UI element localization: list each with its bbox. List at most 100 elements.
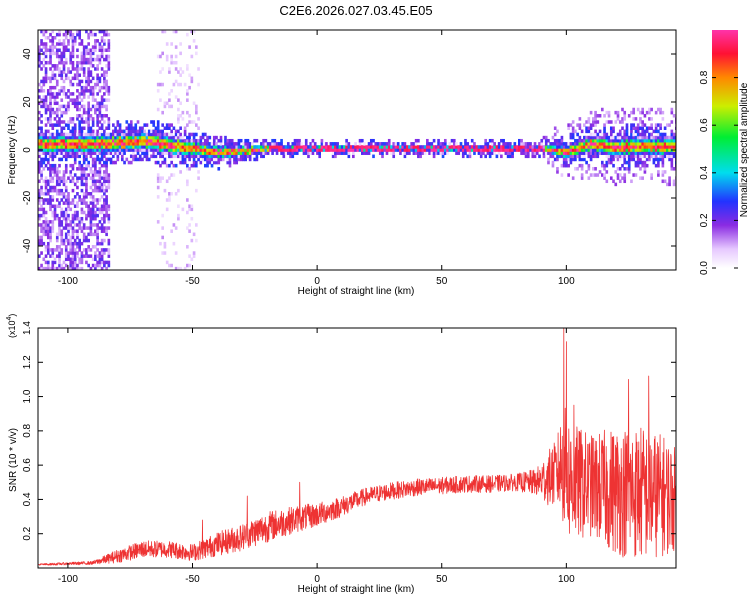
heatmap-cell [161, 251, 164, 255]
heatmap-cell [206, 148, 209, 152]
heatmap-cell [401, 145, 404, 149]
heatmap-cell [49, 79, 52, 84]
heatmap-cell [159, 82, 162, 87]
heatmap-cell [190, 120, 194, 124]
heatmap-cell [51, 170, 55, 174]
heatmap-cell [103, 260, 106, 265]
heatmap-cell [58, 120, 61, 124]
heatmap-cell [215, 148, 218, 152]
heatmap-cell [82, 85, 86, 90]
heatmap-cell [55, 179, 59, 184]
heatmap-cell [38, 145, 41, 149]
heatmap-cell [103, 160, 106, 165]
heatmap-cell [71, 163, 75, 168]
heatmap-cell [560, 145, 564, 149]
heatmap-cell [244, 138, 247, 143]
heatmap-cell [630, 138, 633, 143]
heatmap-cell [76, 95, 79, 99]
heatmap-cell [237, 148, 241, 152]
heatmap-cell [551, 135, 555, 140]
heatmap-cell [62, 151, 66, 155]
heatmap-cell [100, 226, 104, 230]
heatmap-cell [53, 117, 57, 121]
heatmap-cell [138, 135, 142, 140]
heatmap-cell [569, 160, 573, 165]
heatmap-cell [91, 201, 95, 205]
heatmap-cell [100, 229, 104, 233]
heatmap-cell [76, 64, 79, 68]
heatmap-cell [87, 151, 90, 155]
heatmap-cell [650, 154, 653, 159]
heatmap-cell [82, 57, 86, 62]
heatmap-cell [452, 148, 456, 152]
heatmap-cell [654, 163, 658, 168]
heatmap-cell [87, 129, 90, 134]
heatmap-cell [98, 226, 102, 230]
heatmap-cell [107, 54, 111, 59]
heatmap-cell [605, 163, 609, 168]
heatmap-cell [67, 216, 70, 221]
heatmap-cell [666, 142, 669, 146]
heatmap-cell [518, 148, 521, 152]
heatmap-cell [345, 148, 348, 152]
heatmap-cell [401, 148, 404, 152]
heatmap-cell [112, 138, 115, 143]
heatmap-cell [547, 148, 550, 152]
heatmap-cell [105, 98, 108, 102]
heatmap-cell [578, 151, 582, 155]
heatmap-cell [98, 48, 102, 52]
heatmap-cell [73, 98, 77, 102]
heatmap-cell [181, 207, 185, 212]
heatmap-cell [345, 138, 348, 143]
heatmap-cell [85, 238, 88, 243]
heatmap-cell [177, 151, 180, 155]
heatmap-cell [89, 145, 93, 149]
heatmap-cell [221, 145, 225, 149]
heatmap-cell [82, 135, 86, 140]
heatmap-cell [630, 129, 633, 134]
heatmap-cell [73, 39, 77, 43]
heatmap-cell [235, 154, 239, 159]
heatmap-cell [44, 104, 48, 109]
heatmap-cell [224, 138, 227, 143]
heatmap-cell [46, 157, 50, 162]
heatmap-cell [127, 123, 131, 127]
heatmap-cell [100, 39, 104, 43]
heatmap-cell [91, 135, 95, 140]
heatmap-cell [125, 142, 129, 146]
heatmap-cell [289, 145, 292, 149]
heatmap-cell [91, 179, 95, 184]
heatmap-cell [383, 145, 387, 149]
heatmap-cell [369, 142, 373, 146]
heatmap-cell [544, 138, 548, 143]
heatmap-cell [60, 135, 64, 140]
heatmap-cell [616, 114, 620, 118]
heatmap-cell [116, 142, 120, 146]
heatmap-cell [392, 151, 396, 155]
heatmap-cell [91, 98, 95, 102]
heatmap-cell [154, 126, 158, 130]
heatmap-cell [85, 235, 88, 240]
heatmap-cell [94, 142, 97, 146]
heatmap-cell [625, 138, 629, 143]
heatmap-cell [62, 92, 66, 96]
heatmap-cell [190, 138, 194, 143]
heatmap-cell [91, 92, 95, 96]
heatmap-cell [623, 117, 627, 121]
colorbar-tick-label: 0.0 [699, 261, 710, 275]
heatmap-cell [378, 151, 382, 155]
heatmap-cell [114, 151, 117, 155]
heatmap-cell [188, 138, 191, 143]
heatmap-cell [91, 204, 95, 208]
heatmap-cell [531, 145, 535, 149]
heatmap-cell [44, 192, 48, 196]
heatmap-cell [195, 151, 198, 155]
heatmap-cell [78, 151, 82, 155]
heatmap-cell [634, 160, 638, 165]
heatmap-cell [38, 101, 41, 106]
heatmap-cell [262, 142, 265, 146]
heatmap-cell [244, 157, 247, 162]
heatmap-cell [76, 48, 79, 52]
heatmap-cell [46, 260, 50, 265]
heatmap-cell [668, 176, 671, 180]
